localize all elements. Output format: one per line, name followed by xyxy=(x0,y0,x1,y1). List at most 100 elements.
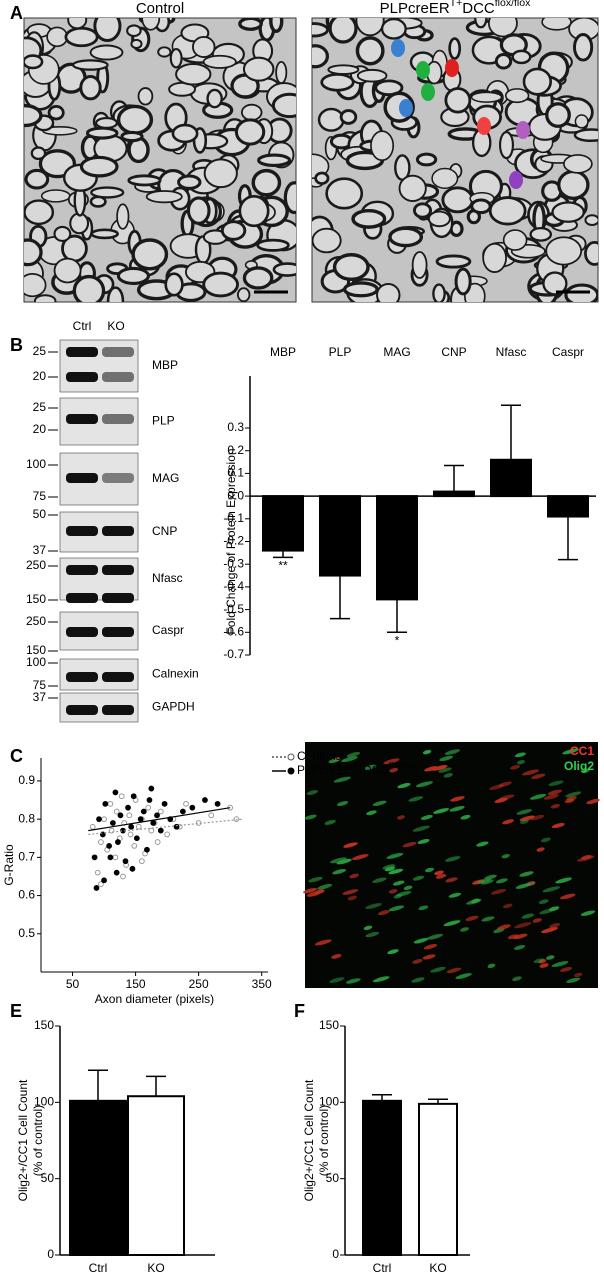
cell xyxy=(514,922,532,929)
cell xyxy=(581,768,590,774)
y-tick-label: 0.5 xyxy=(18,926,35,940)
cell xyxy=(365,903,382,909)
highlighted-axon xyxy=(477,117,491,135)
axon xyxy=(356,68,388,83)
axon xyxy=(388,226,424,248)
cell xyxy=(346,752,361,758)
axon xyxy=(482,242,507,273)
cell xyxy=(384,866,396,872)
axon xyxy=(238,18,263,31)
axon xyxy=(448,37,462,60)
cell xyxy=(514,752,526,758)
x-tick-label: MBP xyxy=(270,345,296,359)
cell xyxy=(581,854,592,860)
cell xyxy=(450,796,465,802)
cell xyxy=(389,767,399,773)
cell xyxy=(388,868,404,875)
y-tick-label: 100 xyxy=(34,1095,54,1109)
point xyxy=(107,800,114,807)
mw-marker: 37 xyxy=(33,690,47,704)
axon xyxy=(474,18,488,29)
cell xyxy=(580,910,596,916)
mw-marker: 20 xyxy=(33,369,47,383)
blot-band xyxy=(66,526,98,536)
blot-band xyxy=(102,473,134,483)
highlighted-axon xyxy=(421,83,435,101)
axon xyxy=(370,130,395,162)
cell xyxy=(383,758,400,765)
axon xyxy=(202,271,239,298)
axon xyxy=(242,56,275,82)
x-tick-label: Ctrl xyxy=(373,1261,392,1275)
y-tick-label: 0.6 xyxy=(18,888,35,902)
bar xyxy=(69,1099,127,1256)
axon xyxy=(339,109,358,125)
y-axis-title: (% of control) xyxy=(31,1105,45,1176)
cell xyxy=(465,915,479,921)
cell xyxy=(550,803,560,809)
blot-band xyxy=(66,473,98,483)
point xyxy=(98,881,104,888)
legend-label-part: PLPcreER xyxy=(297,763,353,777)
cell xyxy=(517,760,526,765)
point xyxy=(89,823,96,830)
cell xyxy=(378,910,390,916)
cell xyxy=(402,841,417,848)
axon xyxy=(415,152,438,167)
axon xyxy=(470,198,492,215)
blot-name: Caspr xyxy=(152,623,184,637)
mw-marker: 75 xyxy=(33,678,47,692)
cell xyxy=(496,878,508,884)
axon xyxy=(351,208,387,229)
blot-name: MBP xyxy=(152,358,178,372)
axon xyxy=(67,18,88,30)
cell xyxy=(522,769,539,776)
bar xyxy=(490,458,532,498)
blot-name: PLP xyxy=(152,414,175,428)
axon xyxy=(256,238,290,252)
mw-marker: 250 xyxy=(26,614,46,628)
error-bar xyxy=(88,1069,108,1101)
point xyxy=(148,827,155,834)
cell xyxy=(439,755,453,762)
cell xyxy=(501,853,510,859)
cell xyxy=(331,954,342,959)
cell xyxy=(424,867,435,873)
cell xyxy=(434,870,444,876)
point xyxy=(140,808,147,815)
x-tick-label: CNP xyxy=(441,345,466,359)
cell xyxy=(487,963,496,969)
point xyxy=(112,854,119,861)
y-tick-label: -0.1 xyxy=(223,511,244,525)
point xyxy=(137,816,144,823)
cell xyxy=(551,961,569,968)
axon xyxy=(116,104,154,135)
legend-marker xyxy=(287,767,295,775)
cell xyxy=(519,815,535,822)
blot-band xyxy=(66,565,98,575)
axon xyxy=(53,257,82,284)
cell xyxy=(418,905,429,911)
axon xyxy=(542,271,568,296)
error-bar xyxy=(330,575,350,620)
significance: ** xyxy=(278,559,288,573)
cell xyxy=(347,895,357,901)
point xyxy=(233,816,240,823)
error-bar xyxy=(146,1075,166,1097)
cell xyxy=(342,889,359,895)
point xyxy=(96,816,102,823)
point xyxy=(102,800,109,807)
x-tick-label: KO xyxy=(147,1261,164,1275)
panel-letter: F xyxy=(294,1001,305,1021)
axon xyxy=(376,283,401,302)
cell xyxy=(366,810,377,816)
axons xyxy=(24,18,296,302)
axon xyxy=(355,36,385,66)
mw-marker: 100 xyxy=(26,457,46,471)
point xyxy=(128,823,135,830)
cell xyxy=(542,886,560,893)
blot-band xyxy=(66,372,98,382)
axon xyxy=(30,146,47,161)
x-tick-label: MAG xyxy=(383,345,410,359)
axon xyxy=(240,103,263,121)
